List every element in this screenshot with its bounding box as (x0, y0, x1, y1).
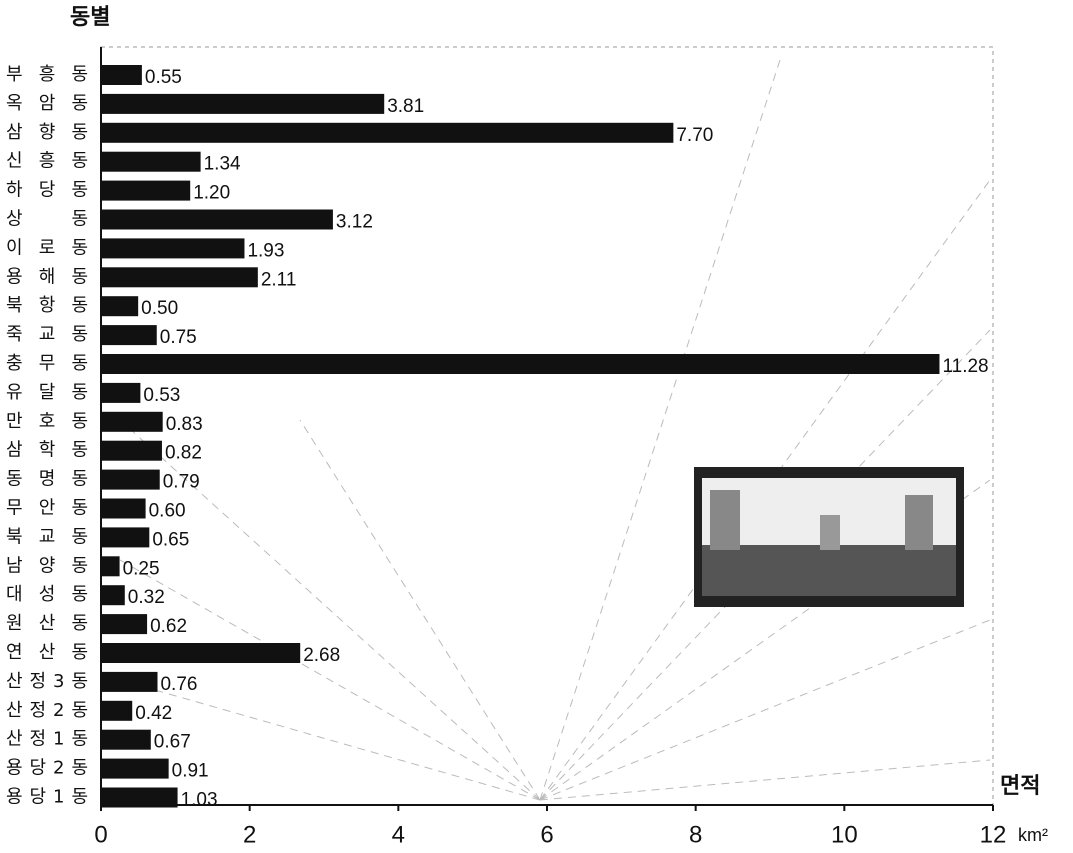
y-tick-label: 북교동 (6, 526, 94, 547)
bar (101, 498, 146, 519)
value-label: 1.93 (247, 240, 284, 261)
y-tick-label: 충무동 (6, 353, 94, 374)
y-tick-label: 옥암동 (6, 93, 94, 114)
y-tick-label: 산정1동 (6, 729, 94, 750)
value-label: 0.55 (145, 67, 182, 88)
x-unit: km² (1018, 825, 1048, 845)
value-label: 2.11 (261, 269, 297, 290)
y-tick-label: 유달동 (6, 382, 94, 403)
bar (101, 527, 150, 548)
bar (101, 440, 162, 461)
bar (101, 411, 163, 432)
y-tick-label: 삼학동 (6, 440, 94, 461)
y-tick-label: 동명동 (6, 469, 94, 490)
x-tick-label: 4 (392, 821, 405, 848)
bar (101, 643, 301, 663)
bar (101, 729, 151, 750)
y-tick-label: 용당2동 (6, 758, 94, 779)
bar (101, 267, 258, 288)
y-tick-label: 죽교동 (6, 324, 94, 345)
bar (101, 325, 157, 346)
value-label: 0.65 (152, 529, 189, 550)
y-tick-label: 신흥동 (6, 151, 94, 172)
value-label: 0.32 (128, 587, 165, 608)
y-tick-label: 산정3동 (6, 671, 94, 692)
y-tick-label: 산정2동 (6, 700, 94, 721)
bar (101, 671, 158, 692)
bar (101, 556, 120, 577)
value-label: 0.79 (163, 472, 200, 493)
value-label: 0.60 (149, 501, 186, 522)
value-label: 0.83 (166, 414, 203, 435)
value-label: 0.42 (135, 703, 172, 724)
value-label: 1.03 (181, 790, 218, 811)
y-tick-label: 연산동 (6, 642, 94, 663)
x-tick-label: 0 (94, 821, 107, 848)
bar (101, 700, 133, 721)
y-tick-label: 만호동 (6, 411, 94, 432)
photo-inset (694, 467, 964, 607)
bar (101, 354, 940, 374)
bar (101, 585, 125, 606)
bar (101, 65, 142, 85)
x-tick-label: 2 (243, 821, 256, 848)
y-tick-label: 하당동 (6, 180, 94, 201)
value-label: 0.75 (160, 327, 197, 348)
bar (101, 614, 148, 635)
bar (101, 238, 245, 259)
y-tick-label: 북항동 (6, 295, 94, 316)
bar (101, 382, 141, 403)
bar (101, 151, 201, 172)
bar (101, 93, 385, 114)
y-tick-label: 남양동 (6, 555, 94, 576)
value-label: 0.50 (141, 298, 178, 319)
bar (101, 209, 333, 230)
value-label: 0.67 (154, 732, 191, 753)
x-tick-label: 12 (980, 821, 1007, 848)
value-label: 0.53 (143, 385, 180, 406)
bar (101, 180, 191, 201)
y-tick-label: 상동 (6, 209, 94, 230)
value-label: 11.28 (942, 356, 988, 377)
bar (101, 296, 139, 317)
value-label: 1.34 (204, 154, 241, 175)
x-tick-label: 10 (831, 821, 858, 848)
value-label: 0.76 (160, 674, 197, 695)
value-label: 3.12 (336, 212, 373, 233)
y-tick-label: 원산동 (6, 613, 94, 634)
y-axis-title: 동별 (70, 4, 110, 30)
background-lines (119, 59, 991, 801)
value-label: 7.70 (676, 125, 713, 146)
y-tick-label: 용해동 (6, 266, 94, 287)
y-tick-label: 무안동 (6, 498, 94, 519)
value-label: 0.25 (123, 558, 160, 579)
y-tick-label: 삼향동 (6, 122, 94, 143)
value-label: 2.68 (303, 645, 340, 666)
value-label: 3.81 (387, 96, 424, 117)
y-tick-label: 부흥동 (6, 64, 94, 85)
y-tick-label: 용당1동 (6, 787, 94, 808)
value-label: 0.62 (150, 616, 187, 637)
bar (101, 787, 178, 808)
y-tick-label: 이로동 (6, 237, 94, 258)
value-label: 0.91 (172, 761, 209, 782)
value-label: 0.82 (165, 443, 202, 464)
y-tick-label: 대성동 (6, 584, 94, 605)
bar (101, 122, 674, 143)
bar (101, 758, 169, 779)
x-axis-title: 면적 (1000, 773, 1040, 799)
x-tick-label: 8 (689, 821, 702, 848)
bar (101, 469, 160, 490)
x-tick-label: 6 (540, 821, 553, 848)
value-label: 1.20 (193, 183, 230, 204)
